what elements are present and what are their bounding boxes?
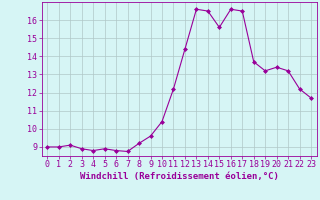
- X-axis label: Windchill (Refroidissement éolien,°C): Windchill (Refroidissement éolien,°C): [80, 172, 279, 181]
